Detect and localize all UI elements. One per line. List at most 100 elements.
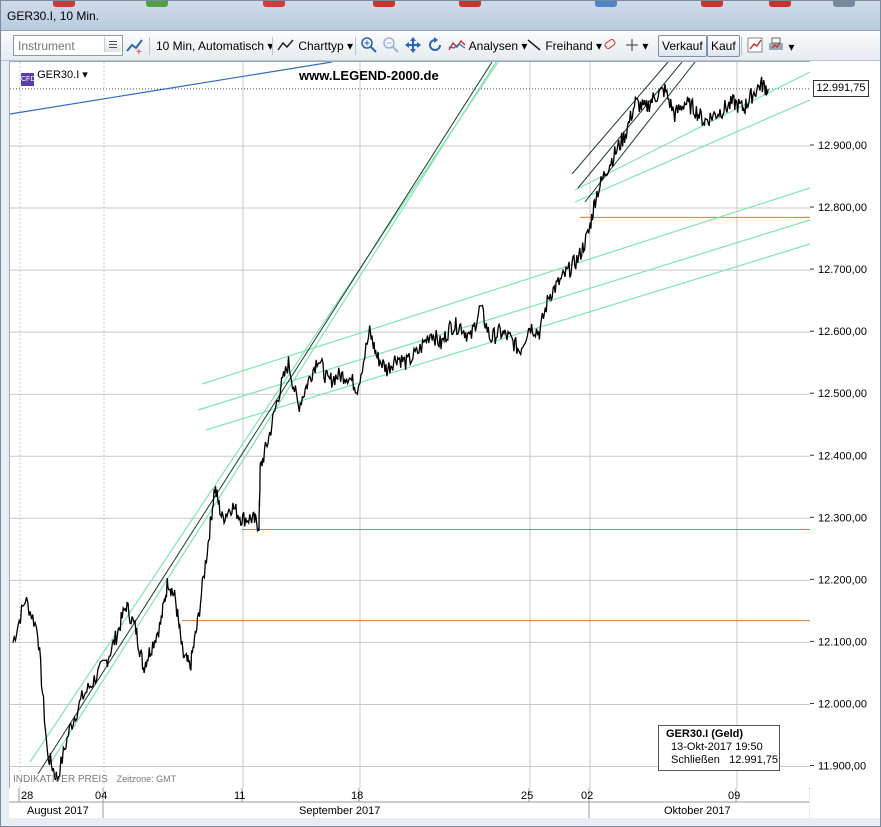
price-axis-svg: 12.900,00 12.800,00 12.700,00 12.600,00 12.5…	[810, 140, 867, 773]
x-tick-label: 18	[351, 790, 363, 802]
pan-button[interactable]	[404, 36, 422, 56]
x-tick-label: 04	[95, 790, 107, 802]
trendline-icon	[527, 39, 541, 51]
watermark: www.LEGEND-2000.de	[299, 68, 439, 83]
zoom-out-icon	[383, 37, 399, 53]
y-tick-label: 11.900,00	[818, 761, 866, 773]
y-tick-label: 12.500,00	[818, 388, 867, 400]
line-chart-icon	[277, 39, 294, 51]
x-tick-label: 25	[521, 790, 533, 802]
price-chart	[10, 62, 810, 788]
x-month-label: September 2017	[299, 805, 380, 817]
window-tab-icon	[701, 1, 723, 7]
charttype-dropdown[interactable]: Charttyp ▾	[277, 36, 353, 56]
zoom-out-button[interactable]	[382, 36, 400, 56]
status-bar	[1, 818, 880, 826]
time-axis[interactable]: 28 04 11 18 25 02 09 August 2017 September 2017 O…	[9, 788, 809, 818]
trend-channel-line	[574, 99, 810, 203]
toolbar-separator	[149, 37, 150, 55]
eraser-icon	[604, 38, 616, 50]
y-tick-label: 12.100,00	[818, 636, 867, 648]
cfd-icon: CFD	[21, 73, 35, 86]
x-tick-label: 28	[21, 790, 33, 802]
price-tooltip: GER30.I (Geld) 13-Okt-2017 19:50 Schließ…	[658, 725, 780, 771]
trend-channel-line	[571, 62, 669, 175]
toolbar-separator	[272, 37, 273, 55]
analysen-label: Analysen	[468, 39, 519, 53]
move-arrows-icon	[405, 37, 421, 53]
charttype-label: Charttyp	[298, 39, 344, 53]
window-title: GER30.I, 10 Min.	[7, 9, 100, 23]
last-price-marker: 12.991,75	[813, 80, 869, 97]
instrument-lookup-button[interactable]	[104, 37, 121, 52]
tooltip-close-label: Schließen	[671, 754, 720, 766]
instrument-field[interactable]	[13, 35, 123, 56]
price-axis[interactable]: 12.900,00 12.800,00 12.700,00 12.600,00 12.5…	[810, 61, 880, 818]
reset-button[interactable]	[426, 36, 444, 56]
analysis-icon	[448, 39, 466, 51]
interval-dropdown[interactable]: 10 Min, Automatisch ▾	[156, 39, 274, 53]
refresh-icon	[429, 37, 441, 51]
window-tab-icon	[595, 1, 617, 7]
window-tab-icon	[769, 1, 791, 7]
trend-channel-line	[197, 219, 810, 411]
y-tick-label: 12.600,00	[818, 326, 867, 338]
bar-chart-icon	[747, 37, 763, 53]
y-tick-label: 12.300,00	[818, 512, 867, 524]
indicative-price-label: INDIKATIVER PREIS Zeitzone: GMT	[13, 774, 176, 785]
price-line	[12, 76, 769, 782]
zoom-in-button[interactable]	[360, 36, 378, 56]
x-tick-label: 11	[234, 790, 245, 802]
instrument-input[interactable]	[14, 36, 108, 55]
crosshair-dropdown[interactable]: ▾	[625, 36, 648, 56]
toolbar-separator	[741, 37, 742, 55]
y-tick-label: 12.700,00	[818, 264, 867, 276]
svg-text:+: +	[136, 47, 142, 56]
zoom-in-icon	[361, 37, 377, 53]
window-tab-icon	[53, 1, 75, 7]
x-tick-label: 09	[728, 790, 740, 802]
print-dropdown[interactable]: ▾	[767, 36, 794, 56]
window-tab-icon	[146, 1, 168, 7]
tooltip-close-value: 12.991,75	[729, 754, 779, 766]
trend-channel-line	[584, 62, 696, 203]
interval-label: 10 Min, Automatisch	[156, 39, 265, 53]
chart-plot-area[interactable]: CFD GER30.I ▾ www.LEGEND-2000.de INDIKAT…	[9, 61, 811, 789]
freihand-label: Freihand	[545, 39, 593, 53]
trend-channel-line	[577, 62, 683, 189]
tooltip-datetime: 13-Okt-2017 19:50	[671, 741, 763, 753]
symbol-label: GER30.I	[37, 69, 80, 81]
chart-toolbar: + 10 Min, Automatisch ▾ Charttyp ▾ Analy…	[1, 31, 880, 61]
freihand-dropdown[interactable]: Freihand ▾	[526, 36, 602, 56]
window-tab-icon	[833, 1, 855, 7]
window-tab-icon	[373, 1, 395, 7]
x-tick-label: 02	[581, 790, 593, 802]
symbol-selector[interactable]: CFD GER30.I ▾	[21, 68, 88, 86]
x-month-label: August 2017	[27, 805, 89, 817]
title-bar: GER30.I, 10 Min.	[1, 1, 880, 31]
trend-channel-line	[574, 71, 810, 191]
trend-channel-line	[37, 62, 493, 775]
y-tick-label: 12.200,00	[818, 574, 867, 586]
footer-left-text: INDIKATIVER PREIS	[13, 774, 108, 785]
verkauf-button[interactable]: Verkauf	[658, 35, 707, 57]
y-tick-label: 12.900,00	[818, 140, 867, 152]
x-month-label: Oktober 2017	[664, 805, 731, 817]
analysen-dropdown[interactable]: Analysen ▾	[448, 36, 527, 56]
printer-icon	[769, 37, 783, 50]
tooltip-title: GER30.I (Geld)	[666, 728, 744, 740]
trend-channel-line	[201, 187, 810, 385]
timezone-label: Zeitzone: GMT	[116, 774, 177, 784]
y-tick-label: 12.800,00	[818, 202, 867, 214]
indicator-add-button[interactable]: +	[125, 36, 145, 58]
toolbar-separator	[355, 37, 356, 55]
chart-plus-icon: +	[126, 39, 143, 58]
kauf-button[interactable]: Kauf	[707, 35, 740, 57]
eraser-button[interactable]	[602, 36, 618, 56]
window-tab-icon	[263, 1, 285, 7]
chart-settings-button[interactable]	[746, 36, 764, 56]
trend-line-blue	[10, 62, 333, 115]
y-tick-label: 12.400,00	[818, 450, 867, 462]
time-axis-svg: 28 04 11 18 25 02 09 August 2017 September 2017 O…	[9, 788, 809, 818]
list-icon	[109, 41, 117, 48]
